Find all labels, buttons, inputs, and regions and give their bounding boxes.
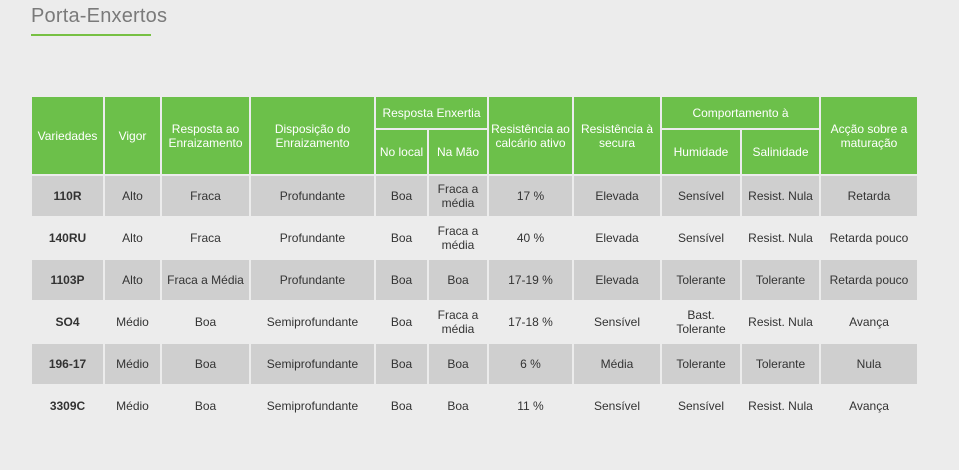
cell-disposicao-enraizamento: Profundante bbox=[251, 260, 374, 300]
cell-humidade: Bast. Tolerante bbox=[662, 302, 740, 342]
cell-disposicao-enraizamento: Profundante bbox=[251, 218, 374, 258]
cell-resistencia-secura: Elevada bbox=[574, 260, 660, 300]
cell-salinidade: Resist. Nula bbox=[742, 176, 819, 216]
cell-disposicao-enraizamento: Semiprofundante bbox=[251, 344, 374, 384]
cell-resistencia-secura: Elevada bbox=[574, 218, 660, 258]
cell-accao-maturacao: Nula bbox=[821, 344, 917, 384]
cell-resistencia-secura: Sensível bbox=[574, 302, 660, 342]
table-row: 3309C Médio Boa Semiprofundante Boa Boa 11 % Se… bbox=[32, 386, 917, 426]
cell-vigor: Alto bbox=[105, 260, 160, 300]
header-variedades: Variedades bbox=[32, 97, 103, 174]
cell-accao-maturacao: Avança bbox=[821, 302, 917, 342]
header-salinidade: Salinidade bbox=[742, 130, 819, 174]
cell-disposicao-enraizamento: Semiprofundante bbox=[251, 302, 374, 342]
cell-enxertia-na-mao: Boa bbox=[429, 344, 487, 384]
cell-variedade: 140RU bbox=[32, 218, 103, 258]
cell-humidade: Sensível bbox=[662, 218, 740, 258]
table-row: 110R Alto Fraca Profundante Boa Fraca a média… bbox=[32, 176, 917, 216]
header-humidade: Humidade bbox=[662, 130, 740, 174]
cell-enxertia-no-local: Boa bbox=[376, 260, 427, 300]
header-resposta-enraizamento: Resposta ao Enraizamento bbox=[162, 97, 249, 174]
cell-resposta-enraizamento: Fraca bbox=[162, 176, 249, 216]
cell-salinidade: Resist. Nula bbox=[742, 386, 819, 426]
cell-resistencia-secura: Média bbox=[574, 344, 660, 384]
cell-enxertia-na-mao: Boa bbox=[429, 260, 487, 300]
cell-humidade: Tolerante bbox=[662, 260, 740, 300]
cell-variedade: 110R bbox=[32, 176, 103, 216]
cell-variedade: SO4 bbox=[32, 302, 103, 342]
cell-enxertia-na-mao: Fraca a média bbox=[429, 176, 487, 216]
cell-vigor: Médio bbox=[105, 344, 160, 384]
header-no-local: No local bbox=[376, 130, 427, 174]
title-underline bbox=[31, 34, 151, 36]
cell-variedade: 196-17 bbox=[32, 344, 103, 384]
cell-humidade: Sensível bbox=[662, 386, 740, 426]
cell-resposta-enraizamento: Fraca bbox=[162, 218, 249, 258]
cell-disposicao-enraizamento: Profundante bbox=[251, 176, 374, 216]
cell-resistencia-calcario: 11 % bbox=[489, 386, 572, 426]
cell-enxertia-no-local: Boa bbox=[376, 386, 427, 426]
header-accao-maturacao: Acção sobre a maturação bbox=[821, 97, 917, 174]
cell-resposta-enraizamento: Boa bbox=[162, 386, 249, 426]
cell-accao-maturacao: Retarda bbox=[821, 176, 917, 216]
cell-salinidade: Resist. Nula bbox=[742, 302, 819, 342]
cell-resistencia-secura: Sensível bbox=[574, 386, 660, 426]
header-comportamento: Comportamento à bbox=[662, 97, 819, 128]
cell-humidade: Sensível bbox=[662, 176, 740, 216]
table-row: 1103P Alto Fraca a Média Profundante Boa Boa 1… bbox=[32, 260, 917, 300]
cell-salinidade: Tolerante bbox=[742, 260, 819, 300]
cell-enxertia-no-local: Boa bbox=[376, 176, 427, 216]
header-disposicao-enraizamento: Disposição do Enraizamento bbox=[251, 97, 374, 174]
cell-vigor: Alto bbox=[105, 176, 160, 216]
table-row: 140RU Alto Fraca Profundante Boa Fraca a médi… bbox=[32, 218, 917, 258]
header-resistencia-secura: Resistência à secura bbox=[574, 97, 660, 174]
cell-vigor: Médio bbox=[105, 302, 160, 342]
cell-humidade: Tolerante bbox=[662, 344, 740, 384]
cell-resposta-enraizamento: Boa bbox=[162, 302, 249, 342]
cell-salinidade: Tolerante bbox=[742, 344, 819, 384]
header-resistencia-calcario: Resistência ao calcário ativo bbox=[489, 97, 572, 174]
cell-enxertia-no-local: Boa bbox=[376, 344, 427, 384]
header-na-mao: Na Mão bbox=[429, 130, 487, 174]
cell-enxertia-no-local: Boa bbox=[376, 302, 427, 342]
cell-enxertia-na-mao: Fraca a média bbox=[429, 302, 487, 342]
cell-accao-maturacao: Retarda pouco bbox=[821, 218, 917, 258]
cell-resistencia-calcario: 17-19 % bbox=[489, 260, 572, 300]
table-row: SO4 Médio Boa Semiprofundante Boa Fraca a méd… bbox=[32, 302, 917, 342]
cell-resistencia-calcario: 6 % bbox=[489, 344, 572, 384]
cell-resistencia-secura: Elevada bbox=[574, 176, 660, 216]
header-resposta-enxertia: Resposta Enxertia bbox=[376, 97, 487, 128]
cell-enxertia-na-mao: Boa bbox=[429, 386, 487, 426]
cell-variedade: 3309C bbox=[32, 386, 103, 426]
cell-enxertia-no-local: Boa bbox=[376, 218, 427, 258]
cell-variedade: 1103P bbox=[32, 260, 103, 300]
cell-resposta-enraizamento: Boa bbox=[162, 344, 249, 384]
cell-enxertia-na-mao: Fraca a média bbox=[429, 218, 487, 258]
cell-resposta-enraizamento: Fraca a Média bbox=[162, 260, 249, 300]
cell-resistencia-calcario: 17-18 % bbox=[489, 302, 572, 342]
cell-resistencia-calcario: 40 % bbox=[489, 218, 572, 258]
cell-disposicao-enraizamento: Semiprofundante bbox=[251, 386, 374, 426]
cell-accao-maturacao: Avança bbox=[821, 386, 917, 426]
cell-accao-maturacao: Retarda pouco bbox=[821, 260, 917, 300]
rootstock-table: Variedades Vigor Resposta ao Enraizament… bbox=[30, 95, 919, 428]
header-vigor: Vigor bbox=[105, 97, 160, 174]
cell-resistencia-calcario: 17 % bbox=[489, 176, 572, 216]
cell-vigor: Médio bbox=[105, 386, 160, 426]
table-row: 196-17 Médio Boa Semiprofundante Boa Boa 6 % Mé… bbox=[32, 344, 917, 384]
page-title: Porta-Enxertos bbox=[31, 5, 168, 27]
cell-salinidade: Resist. Nula bbox=[742, 218, 819, 258]
cell-vigor: Alto bbox=[105, 218, 160, 258]
